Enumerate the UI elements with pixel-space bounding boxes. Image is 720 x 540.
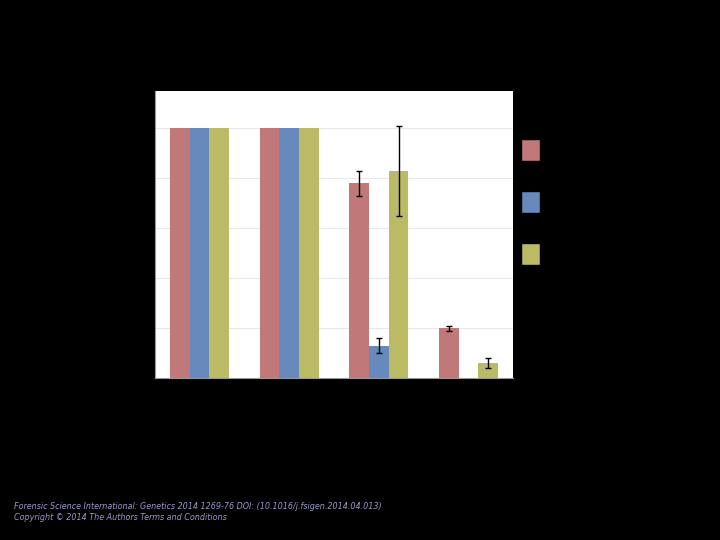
Bar — [439, 328, 459, 378]
Text: DNA Site 1: DNA Site 1 — [549, 144, 598, 153]
Bar — [190, 128, 210, 378]
Bar — [210, 128, 229, 378]
Bar — [478, 363, 498, 378]
Text: Supplementary Figure 4. Percent alleles called across multiple concentrations of: Supplementary Figure 4. Percent alleles … — [112, 389, 720, 409]
Text: Forensic Science International: Genetics 2014 1269-76 DOI: (10.1016/j.fsigen.201: Forensic Science International: Genetics… — [14, 502, 382, 522]
Text: DNA Site 2: DNA Site 2 — [549, 196, 598, 205]
FancyBboxPatch shape — [521, 243, 540, 265]
Text: FTA Site 2: FTA Site 2 — [549, 248, 594, 257]
Bar — [299, 128, 319, 378]
Y-axis label: % Alleles Called: % Alleles Called — [106, 193, 115, 276]
Bar — [279, 128, 299, 378]
FancyBboxPatch shape — [521, 139, 540, 161]
FancyBboxPatch shape — [521, 191, 540, 213]
Bar — [389, 171, 408, 378]
Bar — [260, 128, 279, 378]
Bar — [349, 183, 369, 378]
Bar — [369, 346, 389, 378]
Bar — [170, 128, 190, 378]
